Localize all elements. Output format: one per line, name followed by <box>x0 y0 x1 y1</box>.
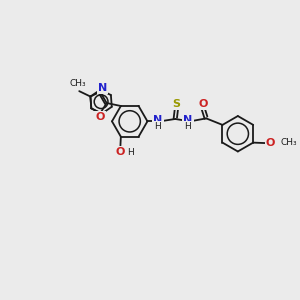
Text: S: S <box>173 99 181 109</box>
Text: H: H <box>184 122 191 130</box>
Text: N: N <box>153 115 162 125</box>
Text: O: O <box>198 99 207 109</box>
Text: CH₃: CH₃ <box>69 79 86 88</box>
Text: O: O <box>266 138 275 148</box>
Text: N: N <box>98 83 107 93</box>
Text: H: H <box>127 148 134 157</box>
Text: N: N <box>183 115 193 125</box>
Text: H: H <box>154 122 161 130</box>
Text: CH₃: CH₃ <box>281 138 298 147</box>
Text: O: O <box>95 112 105 122</box>
Text: O: O <box>116 147 125 157</box>
